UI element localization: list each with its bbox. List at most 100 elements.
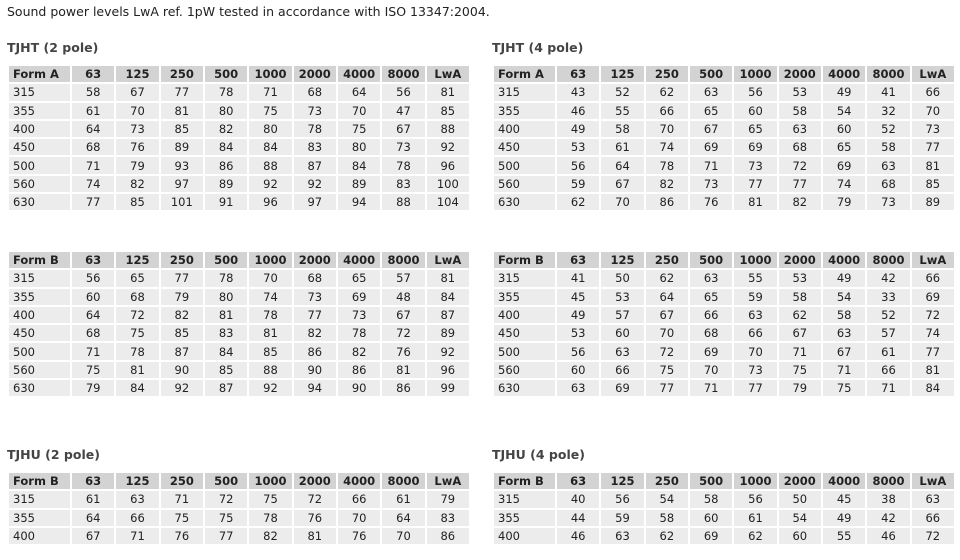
table-cell: 56	[732, 82, 779, 103]
header-cell: 500	[202, 249, 250, 271]
table-cell: 81	[732, 192, 779, 213]
table-cell: 67	[380, 304, 427, 326]
table-cell: 73	[687, 173, 735, 195]
header-cell: Form B	[7, 470, 72, 492]
table-cell: 59	[599, 507, 646, 528]
table-cell: 68	[291, 268, 338, 289]
table-row: 630 62 70 86 76 81 82 79 73 89	[492, 192, 957, 213]
table-cell: 71	[69, 341, 117, 362]
table-cell: 66	[599, 359, 646, 381]
header-cell: 500	[687, 470, 735, 492]
header-row: Form A 63 125 250 500 1000 2000 4000 8000 LwA	[7, 63, 472, 85]
table-cell: 70	[732, 341, 779, 362]
table-cell: 71	[820, 359, 868, 381]
table-cell: 89	[158, 137, 205, 158]
table-cell: 60	[732, 100, 779, 121]
table-cell: 61	[69, 100, 117, 121]
table-cell: 76	[291, 507, 338, 528]
header-cell: 1000	[247, 63, 294, 85]
table-cell: 65	[687, 100, 735, 121]
header-cell: 2000	[291, 249, 338, 271]
table-cell: 73	[114, 118, 161, 140]
table-cell: 92	[158, 378, 205, 399]
table-cell: 55	[599, 100, 646, 121]
table-cell: 400	[492, 118, 557, 140]
table-cell: 100	[424, 173, 472, 195]
table-cell: 62	[554, 192, 602, 213]
header-cell: 63	[69, 470, 117, 492]
table-row: 450 68 76 89 84 84 83 80 73 92	[7, 137, 472, 158]
table-cell: 78	[335, 323, 383, 344]
table-cell: 79	[158, 286, 205, 307]
table-cell: 55	[732, 268, 779, 289]
table-cell: 49	[820, 507, 868, 528]
header-cell: 8000	[865, 63, 912, 85]
table-cell: 92	[424, 341, 472, 362]
table-cell: 75	[247, 489, 294, 510]
table-cell: 70	[335, 507, 383, 528]
table-row: 450 53 60 70 68 66 67 63 57 74	[492, 323, 957, 344]
header-cell: LwA	[909, 63, 957, 85]
header-row: Form B 63 125 250 500 1000 2000 4000 8000 LwA	[7, 470, 472, 492]
table-cell: 73	[732, 359, 779, 381]
table-cell: 89	[202, 173, 250, 195]
table-cell: 82	[247, 525, 294, 547]
table-cell: 96	[424, 155, 472, 176]
table-cell: 63	[687, 82, 735, 103]
table-cell: 58	[865, 137, 912, 158]
table-row: 315 41 50 62 63 55 53 49 42 66	[492, 268, 957, 289]
table-row: 315 43 52 62 63 56 53 49 41 66	[492, 82, 957, 103]
table-cell: 84	[247, 137, 294, 158]
table-cell: 68	[865, 173, 912, 195]
table-cell: 630	[7, 192, 72, 213]
table-cell: 65	[114, 268, 161, 289]
table-cell: 97	[291, 192, 338, 213]
table-cell: 77	[732, 173, 779, 195]
table-cell: 84	[424, 286, 472, 307]
table-row: 630 79 84 92 87 92 94 90 86 99	[7, 378, 472, 399]
header-cell: 125	[114, 249, 161, 271]
table-cell: 75	[643, 359, 690, 381]
table-cell: 76	[335, 525, 383, 547]
table-cell: 630	[492, 378, 557, 399]
table-cell: 315	[7, 268, 72, 289]
table-row: 560 60 66 75 70 73 75 71 66 81	[492, 359, 957, 381]
table-cell: 80	[202, 286, 250, 307]
table-cell: 49	[820, 82, 868, 103]
table-title: TJHU (4 pole)	[492, 447, 585, 462]
header-cell: LwA	[424, 470, 472, 492]
header-cell: 8000	[380, 470, 427, 492]
table-cell: 77	[643, 378, 690, 399]
table-cell: 64	[335, 82, 383, 103]
table-cell: 63	[599, 341, 646, 362]
table-row: 400 49 58 70 67 65 63 60 52 73	[492, 118, 957, 140]
table-cell: 101	[158, 192, 205, 213]
header-cell: 2000	[776, 470, 823, 492]
table-cell: 58	[643, 507, 690, 528]
table-cell: 63	[599, 525, 646, 547]
header-cell: Form A	[492, 63, 557, 85]
table-cell: 60	[599, 323, 646, 344]
table-cell: 46	[554, 525, 602, 547]
table-cell: 83	[424, 507, 472, 528]
table-cell: 500	[7, 155, 72, 176]
table-cell: 45	[554, 286, 602, 307]
table-row: 355 60 68 79 80 74 73 69 48 84	[7, 286, 472, 307]
header-cell: 4000	[820, 249, 868, 271]
table-cell: 82	[158, 304, 205, 326]
table-row: 630 63 69 77 71 77 79 75 71 84	[492, 378, 957, 399]
table-cell: 59	[732, 286, 779, 307]
table-cell: 85	[909, 173, 957, 195]
table-cell: 79	[424, 489, 472, 510]
table-cell: 52	[865, 118, 912, 140]
table-cell: 87	[158, 341, 205, 362]
table-cell: 74	[247, 286, 294, 307]
header-cell: Form B	[492, 249, 557, 271]
table-cell: 60	[554, 359, 602, 381]
header-cell: 2000	[776, 249, 823, 271]
header-cell: 2000	[776, 63, 823, 85]
table-cell: 86	[291, 341, 338, 362]
table-row: 400 67 71 76 77 82 81 76 70 86	[7, 525, 472, 547]
table-cell: 67	[380, 118, 427, 140]
table-cell: 82	[643, 173, 690, 195]
